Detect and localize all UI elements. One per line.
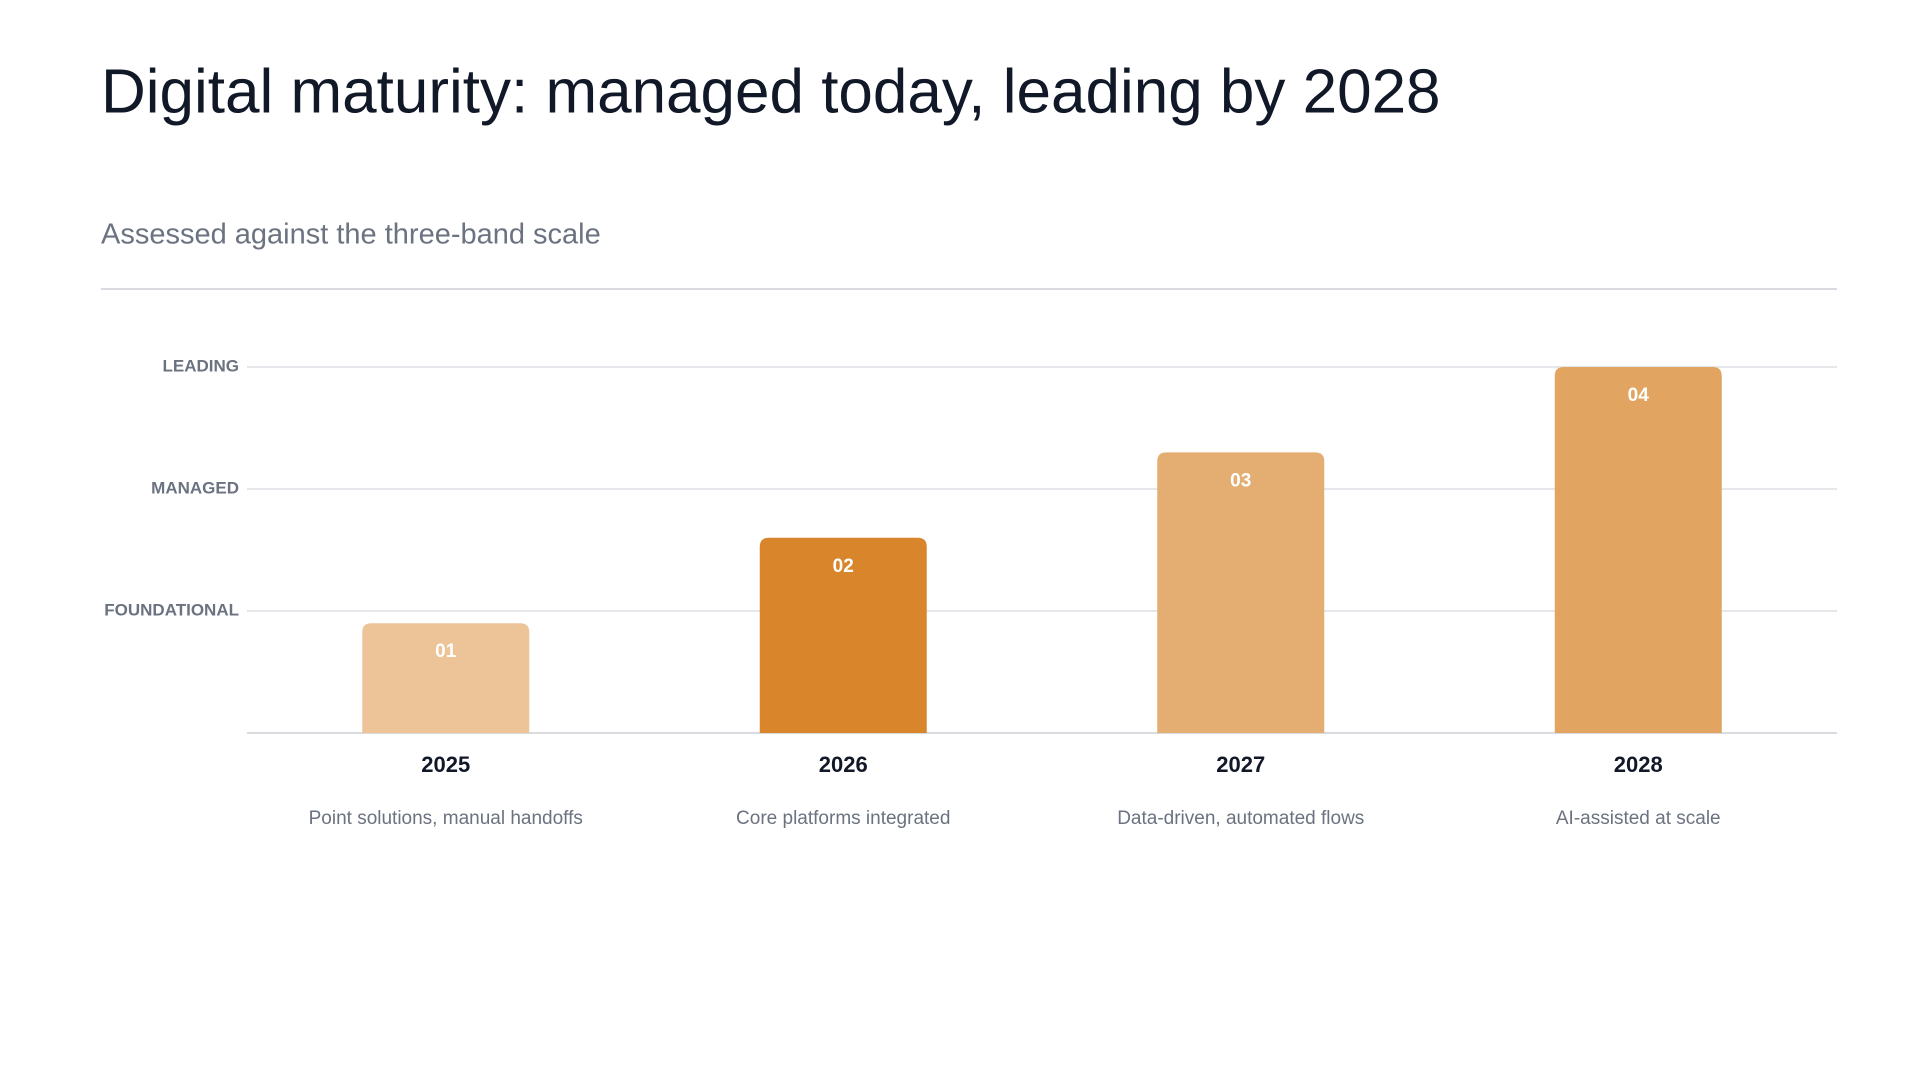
bar-label: 03: [1230, 470, 1251, 491]
x-tick-label: 2027: [1216, 752, 1265, 777]
category-description: Point solutions, manual handoffs: [309, 808, 583, 829]
bar: [362, 623, 530, 733]
y-tick-label: FOUNDATIONAL: [104, 600, 239, 619]
bar: [1157, 452, 1325, 733]
chart-title: Digital maturity: managed today, leading…: [101, 57, 1441, 126]
bar: [1554, 367, 1722, 733]
category-description: AI-assisted at scale: [1556, 808, 1721, 829]
category-description: Core platforms integrated: [736, 808, 950, 829]
chart-subtitle: Assessed against the three-band scale: [101, 219, 601, 251]
x-tick-label: 2026: [819, 752, 868, 777]
bar-label: 02: [833, 556, 854, 577]
bar: [759, 537, 927, 733]
bar-label: 01: [435, 641, 457, 662]
y-tick-label: MANAGED: [151, 478, 239, 497]
x-tick-label: 2025: [421, 752, 470, 777]
category-description: Data-driven, automated flows: [1117, 808, 1364, 829]
x-tick-label: 2028: [1614, 752, 1663, 777]
y-tick-label: LEADING: [163, 356, 240, 375]
bar-label: 04: [1628, 385, 1650, 406]
